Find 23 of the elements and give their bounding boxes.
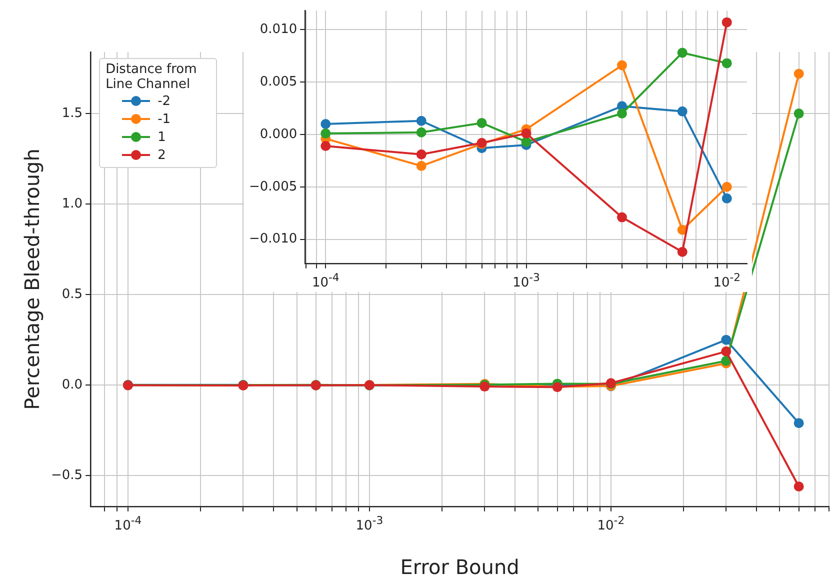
y-tick-label: 0.000 [260,126,298,142]
legend-label: 2 [158,148,166,162]
x-tick-label: 10$^{-4}$ [114,514,142,534]
y-tick-label: −0.005 [249,179,298,194]
y-axis-title: Percentage Bleed-through [20,148,44,410]
x-tick-label: 10$^{-3}$ [356,514,384,534]
y-tick-label: 0.005 [260,74,298,90]
legend-label: 1 [158,130,166,144]
y-tick-label: 0.010 [260,22,298,38]
legend-title: Distance from Line Channel [106,62,198,92]
x-tick-label: 10$^{-4}$ [312,271,340,291]
y-tick-label: 0.5 [62,286,83,302]
y-tick-label: 0.0 [62,377,83,392]
y-tick-label: −0.010 [249,232,298,247]
y-tick-label: 1.0 [62,196,83,212]
x-tick-label: 10$^{-2}$ [713,271,741,291]
x-axis-title: Error Bound [400,555,520,580]
legend-label: -1 [158,112,171,126]
y-tick-label: 1.5 [62,106,83,121]
legend-label: -2 [158,94,171,108]
y-tick-label: −0.5 [50,468,83,483]
x-tick-label: 10$^{-2}$ [597,514,625,534]
x-tick-label: 10$^{-3}$ [512,271,540,291]
